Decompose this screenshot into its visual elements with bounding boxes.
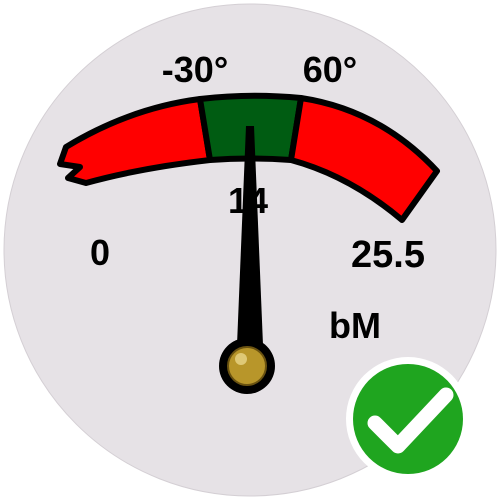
zone-end-label: 60° [303,49,357,90]
scale-band-high [288,95,440,223]
status-badge [353,364,463,474]
zone-start-label: -30° [162,49,228,90]
needle-pivot-highlight [235,353,247,365]
scale-max-label: 25.5 [351,234,425,276]
scale-min-label: 0 [90,232,110,273]
needle-pivot [227,346,267,386]
unit-label: bM [329,305,381,346]
gauge-needle [237,126,263,345]
check-mark-icon [367,387,454,454]
